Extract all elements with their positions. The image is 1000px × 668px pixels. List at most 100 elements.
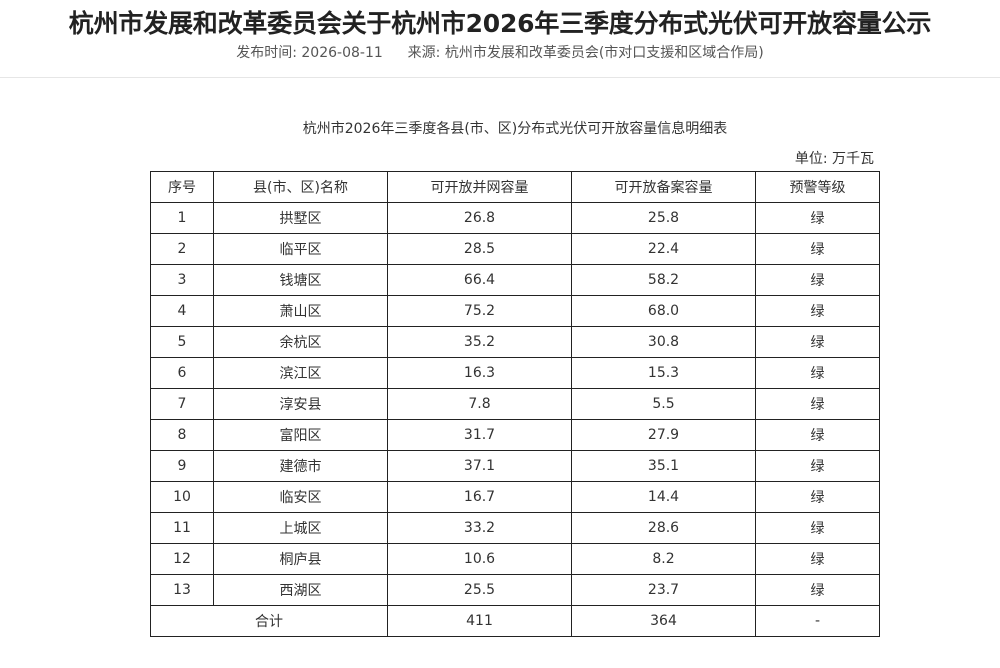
total-warning-level: - [755,605,880,637]
cell-grid-capacity: 7.8 [387,388,572,420]
cell-grid-capacity: 16.7 [387,481,572,513]
cell-filing-capacity: 58.2 [571,264,756,296]
cell-county: 钱塘区 [213,264,388,296]
cell-index: 9 [150,450,214,482]
unit-label: 单位: 万千瓦 [794,151,874,167]
total-filing-capacity: 364 [571,605,756,637]
table-body: 1 拱墅区 26.8 25.8 绿 2 临平区 28.5 22.4 绿 3 钱塘区 66.4 58.2… [150,202,880,637]
table-row: 5 余杭区 35.2 30.8 绿 [150,326,880,358]
cell-warning-level: 绿 [755,512,880,544]
cell-filing-capacity: 25.8 [571,202,756,234]
header-warning-level: 预警等级 [755,171,880,203]
cell-grid-capacity: 33.2 [387,512,572,544]
cell-grid-capacity: 75.2 [387,295,572,327]
table-row: 9 建德市 37.1 35.1 绿 [150,450,880,482]
header-grid-capacity: 可开放并网容量 [387,171,572,203]
cell-filing-capacity: 68.0 [571,295,756,327]
cell-county: 淳安县 [213,388,388,420]
cell-index: 5 [150,326,214,358]
cell-filing-capacity: 8.2 [571,543,756,575]
cell-grid-capacity: 10.6 [387,543,572,575]
cell-warning-level: 绿 [755,450,880,482]
cell-county: 余杭区 [213,326,388,358]
cell-warning-level: 绿 [755,357,880,389]
cell-index: 11 [150,512,214,544]
cell-county: 滨江区 [213,357,388,389]
cell-index: 8 [150,419,214,451]
cell-warning-level: 绿 [755,264,880,296]
cell-filing-capacity: 15.3 [571,357,756,389]
cell-grid-capacity: 25.5 [387,574,572,606]
cell-filing-capacity: 27.9 [571,419,756,451]
cell-index: 6 [150,357,214,389]
cell-grid-capacity: 28.5 [387,233,572,265]
table-row: 11 上城区 33.2 28.6 绿 [150,512,880,544]
cell-filing-capacity: 23.7 [571,574,756,606]
table-row: 3 钱塘区 66.4 58.2 绿 [150,264,880,296]
cell-county: 临平区 [213,233,388,265]
cell-filing-capacity: 28.6 [571,512,756,544]
source-label: 来源: [407,45,441,61]
header-index: 序号 [150,171,214,203]
cell-grid-capacity: 31.7 [387,419,572,451]
cell-index: 3 [150,264,214,296]
cell-county: 临安区 [213,481,388,513]
table-row: 6 滨江区 16.3 15.3 绿 [150,357,880,389]
cell-grid-capacity: 37.1 [387,450,572,482]
cell-grid-capacity: 16.3 [387,357,572,389]
cell-warning-level: 绿 [755,574,880,606]
cell-county: 建德市 [213,450,388,482]
publish-label: 发布时间: [236,45,297,61]
cell-county: 拱墅区 [213,202,388,234]
total-grid-capacity: 411 [387,605,572,637]
header-county: 县(市、区)名称 [213,171,388,203]
cell-warning-level: 绿 [755,543,880,575]
table-row: 10 临安区 16.7 14.4 绿 [150,481,880,513]
table-header-row: 序号 县(市、区)名称 可开放并网容量 可开放备案容量 预警等级 [150,171,880,203]
cell-filing-capacity: 14.4 [571,481,756,513]
cell-warning-level: 绿 [755,326,880,358]
publish-date: 2026-08-11 [301,45,383,61]
table-row: 13 西湖区 25.5 23.7 绿 [150,574,880,606]
cell-warning-level: 绿 [755,295,880,327]
cell-county: 富阳区 [213,419,388,451]
cell-index: 2 [150,233,214,265]
cell-warning-level: 绿 [755,388,880,420]
table-row: 4 萧山区 75.2 68.0 绿 [150,295,880,327]
cell-index: 1 [150,202,214,234]
cell-filing-capacity: 5.5 [571,388,756,420]
cell-county: 西湖区 [213,574,388,606]
header-divider [0,77,1000,78]
page-title: 杭州市发展和改革委员会关于杭州市2026年三季度分布式光伏可开放容量公示 [68,9,932,38]
table-row: 8 富阳区 31.7 27.9 绿 [150,419,880,451]
table-caption: 杭州市2026年三季度各县(市、区)分布式光伏可开放容量信息明细表 [302,121,728,137]
cell-grid-capacity: 35.2 [387,326,572,358]
source-name: 杭州市发展和改革委员会(市对口支援和区域合作局) [444,45,764,61]
header-filing-capacity: 可开放备案容量 [571,171,756,203]
table-row: 2 临平区 28.5 22.4 绿 [150,233,880,265]
cell-filing-capacity: 35.1 [571,450,756,482]
cell-index: 10 [150,481,214,513]
cell-grid-capacity: 26.8 [387,202,572,234]
cell-warning-level: 绿 [755,419,880,451]
article-meta: 发布时间: 2026-08-11 来源: 杭州市发展和改革委员会(市对口支援和区… [0,42,1000,62]
cell-index: 13 [150,574,214,606]
cell-county: 桐庐县 [213,543,388,575]
cell-warning-level: 绿 [755,233,880,265]
table-row: 1 拱墅区 26.8 25.8 绿 [150,202,880,234]
table-row: 12 桐庐县 10.6 8.2 绿 [150,543,880,575]
cell-index: 4 [150,295,214,327]
total-label: 合计 [150,605,388,637]
cell-grid-capacity: 66.4 [387,264,572,296]
table-row: 7 淳安县 7.8 5.5 绿 [150,388,880,420]
cell-filing-capacity: 30.8 [571,326,756,358]
cell-warning-level: 绿 [755,202,880,234]
cell-county: 上城区 [213,512,388,544]
cell-warning-level: 绿 [755,481,880,513]
total-row: 合计 411 364 - [150,605,880,637]
cell-index: 7 [150,388,214,420]
cell-index: 12 [150,543,214,575]
cell-county: 萧山区 [213,295,388,327]
capacity-table: 序号 县(市、区)名称 可开放并网容量 可开放备案容量 预警等级 1 拱墅区 26.… [150,171,880,637]
cell-filing-capacity: 22.4 [571,233,756,265]
